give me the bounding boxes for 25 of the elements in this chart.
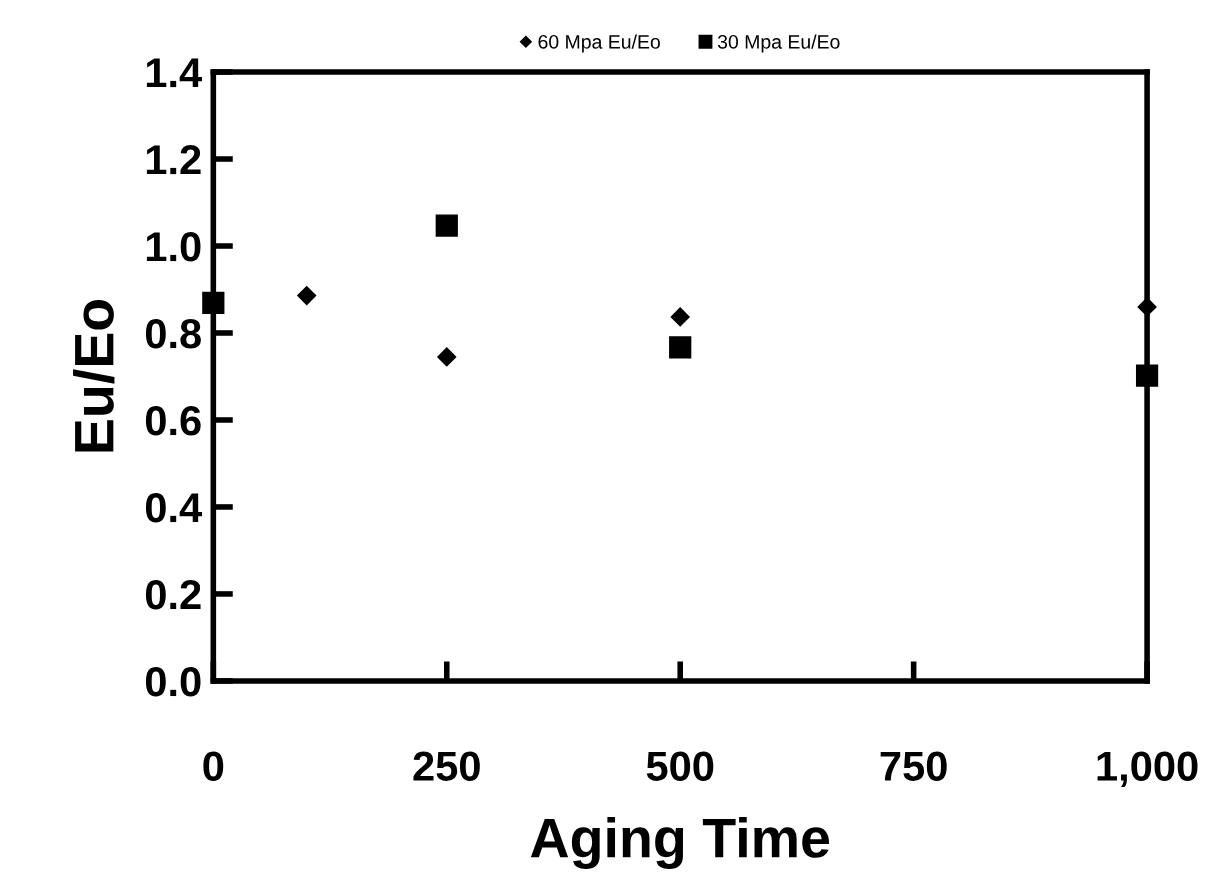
point xyxy=(670,307,690,327)
legend-label: 60 Mpa Eu/Eo xyxy=(538,34,660,53)
point xyxy=(435,214,458,237)
point xyxy=(297,286,317,306)
y-axis-title: Eu/Eo xyxy=(73,299,115,452)
y-tick-label: 0.0 xyxy=(145,666,201,697)
x-tick-label: 750 xyxy=(880,751,947,781)
x-axis-title: Aging Time xyxy=(530,817,830,870)
point xyxy=(202,291,225,315)
y-tick-label: 1.2 xyxy=(146,145,201,175)
y-tick-label: 1.4 xyxy=(146,58,202,88)
point xyxy=(1137,297,1157,317)
y-tick-label: 0.2 xyxy=(145,579,201,610)
x-tick-label: 0 xyxy=(203,751,224,781)
x-tick-label: 250 xyxy=(413,751,480,781)
y-tick-label: 0.6 xyxy=(145,405,201,436)
y-tick-label: 1.0 xyxy=(146,232,201,262)
x-tick-label: 500 xyxy=(646,751,714,781)
point xyxy=(669,336,692,359)
point xyxy=(1135,364,1159,387)
y-tick-label: 0.8 xyxy=(145,318,201,349)
legend-label: 30 Mpa Eu/Eo xyxy=(717,34,840,53)
point xyxy=(437,347,457,367)
x-tick-label: 1,000 xyxy=(1097,751,1198,788)
y-tick-label: 0.4 xyxy=(145,492,202,523)
